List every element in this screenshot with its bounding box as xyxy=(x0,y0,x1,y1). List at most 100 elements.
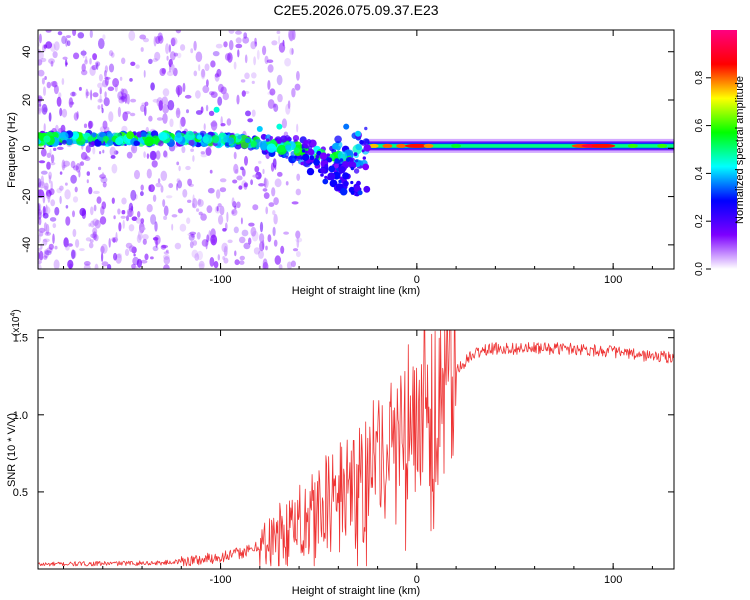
signal-blob xyxy=(343,146,348,151)
noise-speck xyxy=(196,208,200,212)
isolated-blob xyxy=(256,126,263,132)
noise-speck xyxy=(150,82,155,91)
noise-speck xyxy=(38,210,41,221)
noise-speck xyxy=(285,103,291,115)
noise-speck xyxy=(101,201,107,210)
noise-speck xyxy=(198,260,205,269)
noise-speck xyxy=(143,151,146,159)
tail-blob xyxy=(328,165,336,173)
tail-blob xyxy=(320,173,324,177)
tail-blob xyxy=(300,161,305,166)
noise-speck xyxy=(286,261,293,269)
noise-speck xyxy=(250,41,257,50)
noise-speck xyxy=(258,183,265,187)
noise-speck xyxy=(225,222,228,231)
noise-speck xyxy=(223,245,228,257)
noise-speck xyxy=(38,263,42,269)
noise-speck xyxy=(142,234,149,240)
noise-speck xyxy=(200,68,206,80)
noise-speck xyxy=(48,174,52,184)
noise-speck xyxy=(231,197,235,207)
noise-speck xyxy=(86,179,89,184)
noise-speck xyxy=(240,79,246,83)
tail-blob xyxy=(338,166,346,174)
noise-speck xyxy=(162,199,166,208)
noise-speck xyxy=(152,245,159,252)
noise-speck xyxy=(248,222,255,227)
noise-speck xyxy=(195,90,201,99)
noise-speck xyxy=(79,248,85,252)
noise-speck xyxy=(102,79,109,88)
signal-blob xyxy=(355,159,359,163)
noise-speck xyxy=(200,151,205,155)
tail-blob xyxy=(324,175,328,179)
noise-speck xyxy=(38,95,43,103)
signal-blob xyxy=(66,138,73,145)
noise-speck xyxy=(154,51,161,61)
noise-speck xyxy=(104,76,109,86)
noise-speck xyxy=(210,120,218,131)
noise-speck xyxy=(142,238,147,245)
noise-speck xyxy=(258,249,264,259)
noise-speck xyxy=(252,174,259,178)
noise-speck xyxy=(89,30,93,38)
noise-speck xyxy=(124,111,131,115)
noise-speck xyxy=(244,155,248,166)
colorbar-label: Normalized spectral amplitude xyxy=(734,76,746,224)
noise-speck xyxy=(243,182,249,188)
noise-speck xyxy=(94,263,99,269)
noise-speck xyxy=(188,234,195,241)
noise-speck xyxy=(85,91,90,97)
noise-speck xyxy=(228,30,235,34)
snr-line-group xyxy=(38,330,674,567)
noise-speck xyxy=(130,98,137,103)
noise-speck xyxy=(152,98,159,103)
noise-speck xyxy=(97,82,104,89)
noise-speck xyxy=(120,96,125,103)
noise-speck xyxy=(166,55,169,61)
noise-speck xyxy=(117,91,124,101)
noise-speck xyxy=(244,72,250,80)
noise-speck xyxy=(41,103,48,115)
noise-speck xyxy=(190,148,195,152)
signal-blob xyxy=(250,140,257,147)
noise-speck xyxy=(101,261,109,267)
noise-speck xyxy=(120,96,126,100)
noise-speck xyxy=(56,96,62,107)
tail-blob xyxy=(324,164,329,168)
noise-speck xyxy=(241,229,249,237)
noise-speck xyxy=(203,123,206,131)
signal-blob xyxy=(59,131,69,141)
noise-speck xyxy=(50,60,54,67)
noise-speck xyxy=(87,120,93,130)
noise-speck xyxy=(38,183,41,188)
noise-speck xyxy=(234,250,237,257)
noise-speck xyxy=(38,160,46,164)
tail-blob xyxy=(339,187,348,196)
noise-speck xyxy=(75,239,80,248)
noise-speck xyxy=(112,237,116,243)
noise-speck xyxy=(59,195,62,205)
noise-speck xyxy=(61,78,65,85)
noise-speck xyxy=(177,180,183,189)
noise-speck xyxy=(206,205,213,214)
noise-speck xyxy=(291,201,299,205)
noise-speck xyxy=(186,109,189,114)
noise-speck xyxy=(197,198,202,206)
snr-y-label: SNR (10 * V/V) xyxy=(6,413,18,487)
noise-speck xyxy=(236,175,243,181)
noise-speck xyxy=(99,216,107,225)
noise-speck xyxy=(77,32,85,39)
noise-speck xyxy=(155,182,162,188)
noise-speck xyxy=(38,227,46,233)
noise-speck xyxy=(109,146,117,157)
noise-speck xyxy=(294,83,301,91)
noise-speck xyxy=(61,159,66,171)
noise-speck xyxy=(126,151,133,159)
signal-blob xyxy=(106,131,112,137)
noise-speck xyxy=(251,72,257,79)
noise-speck xyxy=(176,161,180,166)
noise-speck xyxy=(158,100,163,111)
noise-speck xyxy=(176,183,179,191)
noise-speck xyxy=(210,60,216,68)
